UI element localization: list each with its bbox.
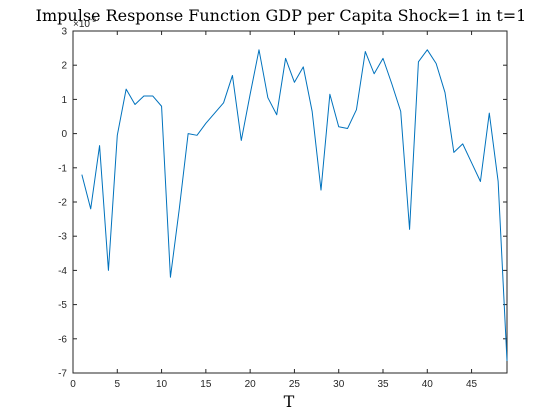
x-tick-label: 0 xyxy=(70,379,76,390)
y-tick-label: 0 xyxy=(61,129,67,140)
y-tick-label: -4 xyxy=(58,266,67,277)
x-tick-label: 40 xyxy=(422,379,434,390)
x-axis-label: T xyxy=(284,392,295,411)
x-tick-label: 35 xyxy=(377,379,389,390)
y-tick-label: -3 xyxy=(58,232,67,243)
x-tick-label: 30 xyxy=(333,379,345,390)
y-tick-label: -6 xyxy=(58,334,67,345)
y-tick-label: 2 xyxy=(61,61,67,72)
x-tick-label: 20 xyxy=(245,379,257,390)
x-tick-label: 5 xyxy=(115,379,121,390)
x-tick-label: 45 xyxy=(466,379,478,390)
y-tick-label: 3 xyxy=(61,27,67,38)
chart-title: Impulse Response Function GDP per Capita… xyxy=(36,6,527,25)
x-tick-label: 15 xyxy=(200,379,212,390)
y-tick-label: -5 xyxy=(58,300,67,311)
y-tick-label: -7 xyxy=(58,369,67,380)
svg-text:×10-5: ×10-5 xyxy=(73,17,96,30)
x-axis-ticks: 0 5 10 15 20 25 30 35 40 45 xyxy=(70,31,478,390)
y-tick-label: -1 xyxy=(58,163,67,174)
y-tick-label: 1 xyxy=(61,95,67,106)
y-tick-label: -2 xyxy=(58,198,67,209)
y-axis-ticks: 3 2 1 0 -1 -2 -3 -4 -5 -6 -7 xyxy=(58,27,507,380)
x-tick-label: 10 xyxy=(156,379,168,390)
y-exponent-power: -5 xyxy=(90,17,96,24)
y-exponent-base: ×10 xyxy=(73,19,90,30)
x-tick-label: 25 xyxy=(289,379,301,390)
series-line xyxy=(81,49,508,362)
series-group xyxy=(81,49,508,362)
y-axis-exponent: ×10-5 xyxy=(73,17,96,30)
